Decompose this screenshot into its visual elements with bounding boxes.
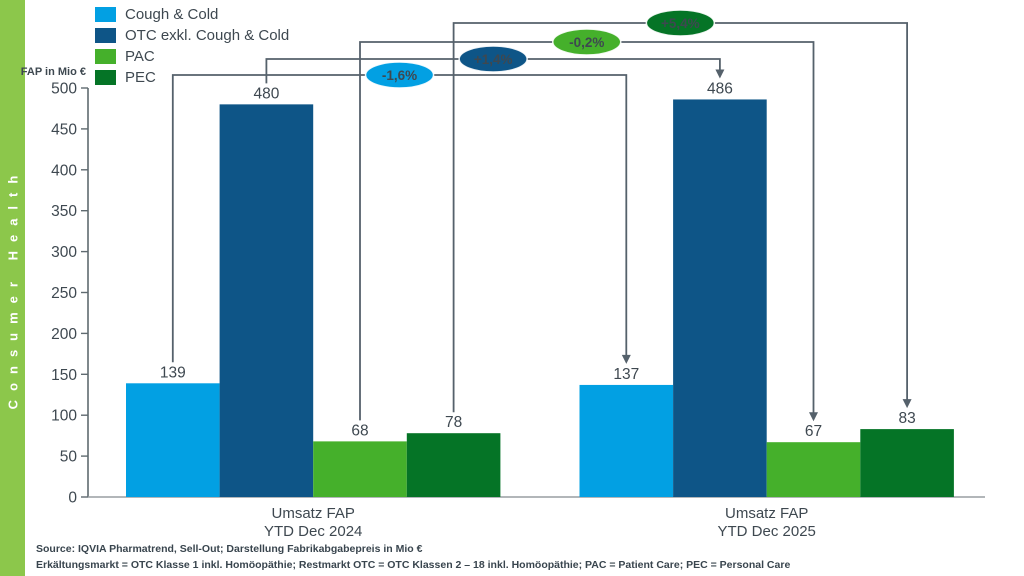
y-tick-label: 100 [51, 408, 77, 425]
connector-arrowhead [902, 399, 912, 409]
bar-otc-exkl-cough-cold-ytd-dec-2025 [673, 99, 767, 498]
legend-swatch-cough-cold [95, 7, 116, 22]
change-badge-otc-exkl-cough-cold [458, 45, 528, 73]
y-tick-label: 250 [51, 285, 77, 302]
legend-swatch-pec [95, 70, 116, 85]
change-badge-pac [552, 28, 622, 56]
category-label-line2: YTD Dec 2024 [264, 523, 362, 540]
bar-value-label: 139 [160, 364, 186, 381]
bar-pac-ytd-dec-2025 [766, 442, 861, 497]
connector-arrowhead [621, 354, 631, 364]
chart-legend: Cough & Cold OTC exkl. Cough & Cold PAC … [95, 6, 290, 91]
y-tick-label: 0 [68, 490, 77, 507]
y-axis-unit-label: FAP in Mio € [20, 66, 86, 78]
change-badge-pec [645, 9, 716, 37]
bar-value-label: 83 [898, 410, 915, 427]
bar-pec-ytd-dec-2024 [406, 433, 501, 497]
category-label-line1: Umsatz FAP [725, 505, 808, 522]
source-footnote: Source: IQVIA Pharmatrend, Sell-Out; Dar… [36, 543, 1016, 571]
y-tick-label: 350 [51, 203, 77, 220]
legend-label-pac: PAC [125, 48, 155, 65]
y-tick-label: 50 [60, 449, 78, 466]
legend-swatch-otc [95, 28, 116, 43]
y-tick-label: 500 [51, 81, 77, 98]
y-tick-label: 200 [51, 326, 77, 343]
category-label-line1: Umsatz FAP [272, 505, 355, 522]
y-tick-label: 300 [51, 244, 77, 261]
connector-arrowhead [715, 69, 725, 79]
change-badge-cough-cold [364, 61, 435, 89]
legend-label-pec: PEC [125, 69, 156, 86]
bar-value-label: 68 [351, 422, 368, 439]
change-badge-label: -1,6% [382, 68, 417, 83]
bar-otc-exkl-cough-cold-ytd-dec-2024 [219, 104, 314, 498]
legend-swatch-pac [95, 49, 116, 64]
change-badge-label: +1,4% [474, 52, 513, 67]
legend-label-cough-cold: Cough & Cold [125, 6, 219, 23]
change-badge-label: +5,4% [661, 16, 700, 31]
legend-item-pec: PEC [95, 69, 289, 86]
bar-cough-cold-ytd-dec-2025 [579, 384, 674, 497]
consumer-health-sidebar: Consumer Health [0, 0, 25, 576]
change-badge-label: -0,2% [569, 35, 604, 50]
legend-item-cough-cold: Cough & Cold [95, 6, 289, 23]
bar-value-label: 486 [707, 80, 733, 97]
bar-cough-cold-ytd-dec-2024 [126, 383, 220, 497]
bar-pec-ytd-dec-2025 [860, 429, 954, 497]
connector-arrowhead [809, 412, 818, 422]
bar-value-label: 480 [253, 85, 279, 102]
legend-item-otc: OTC exkl. Cough & Cold [95, 27, 290, 44]
bar-pac-ytd-dec-2024 [313, 441, 407, 497]
category-label-line2: YTD Dec 2025 [718, 523, 816, 540]
y-tick-label: 400 [51, 162, 77, 179]
legend-item-pac: PAC [95, 48, 289, 65]
bar-value-label: 67 [805, 423, 822, 440]
definitions-line: Erkältungsmarkt = OTC Klasse 1 inkl. Hom… [36, 559, 791, 571]
bar-value-label: 78 [445, 414, 462, 431]
bar-value-label: 137 [613, 366, 639, 383]
y-tick-label: 450 [51, 121, 77, 138]
source-line: Source: IQVIA Pharmatrend, Sell-Out; Dar… [36, 543, 423, 555]
legend-label-otc: OTC exkl. Cough & Cold [125, 27, 290, 44]
y-tick-label: 150 [51, 367, 77, 384]
